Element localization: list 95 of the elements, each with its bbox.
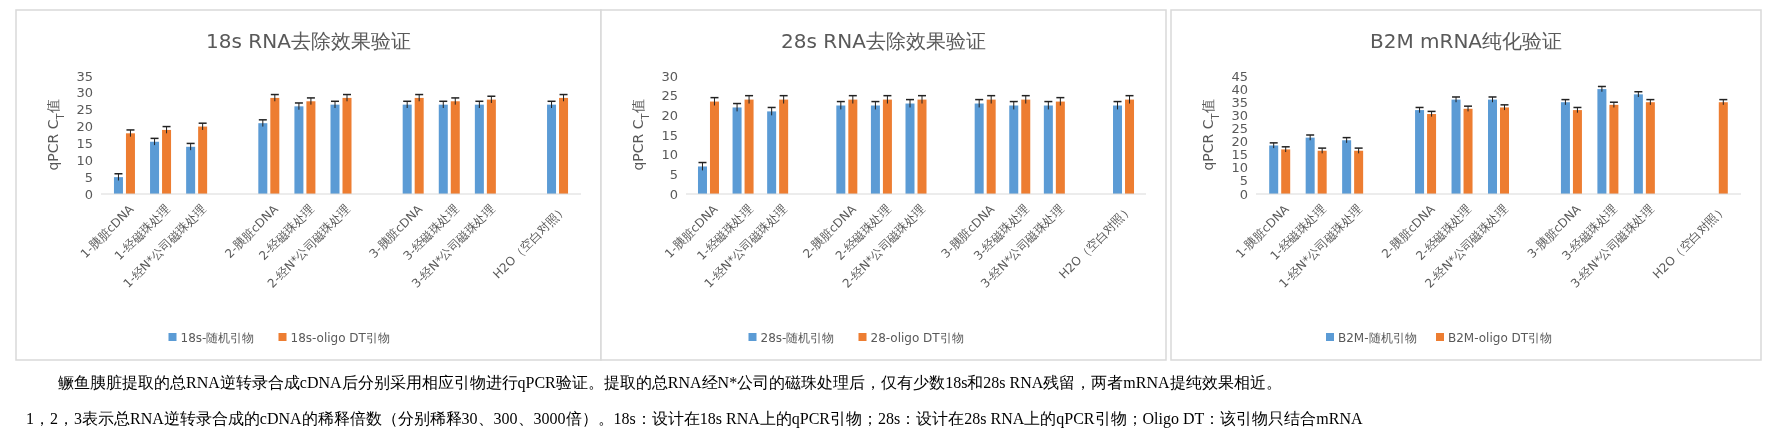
y-tick-label: 0 [84,186,93,202]
bar [1055,101,1065,194]
legend-label: 28-oligo DT引物 [870,331,964,346]
bar [870,105,880,194]
y-tick-label: 20 [1231,134,1248,150]
bar [882,99,892,194]
y-tick-label: 25 [1231,120,1248,136]
y-tick-label: 25 [661,88,678,104]
bar [414,97,424,194]
legend-label: 18s-oligo DT引物 [290,331,390,346]
bar [306,101,316,194]
bar [1560,102,1570,194]
bar [1609,104,1619,194]
y-tick-label: 30 [661,68,678,84]
y-tick-label: 15 [76,135,93,151]
bar [547,104,557,194]
bar [1021,99,1031,194]
y-tick-label: 35 [1231,94,1248,110]
y-tick-label: 5 [669,166,678,182]
y-tick-label: 15 [1231,147,1248,163]
bar [1269,145,1279,194]
y-tick-label: 45 [1231,68,1248,84]
legend-label: 18s-随机引物 [180,331,255,346]
bar [1597,89,1607,194]
bar [1125,99,1135,194]
y-tick-label: 5 [84,169,93,185]
bar [342,97,352,194]
bar [150,141,160,194]
y-tick-label: 10 [1231,160,1248,176]
text: 鳜鱼胰脏提取的总RNA逆转录合成cDNA后分别采用相应引物进行qPCR验证。提取的总RNA经N*公司的磁珠处理后，仅有少数18s和28s RNA残留，两者mRNA提纯效果相近。 [58,374,1282,392]
chart-title: B2M mRNA纯化验证 [1369,29,1563,53]
y-tick-label: 35 [76,68,93,84]
bar [697,166,707,194]
y-tick-label: 30 [1231,107,1248,123]
bar [1488,99,1497,194]
bar [1645,102,1655,194]
bar [1043,105,1053,194]
bar [1354,150,1364,194]
bar [986,99,996,194]
bar [1317,150,1327,194]
bar [1718,102,1728,194]
bar [474,104,484,194]
bar [198,126,208,194]
y-tick-label: 20 [661,107,678,123]
y-tick-label: 0 [669,186,678,202]
bar [1305,137,1315,194]
bar [1633,94,1643,194]
bar [450,101,460,194]
bar [1342,140,1352,194]
legend-label: B2M-oligo DT引物 [1448,331,1553,346]
bar [1500,107,1509,194]
y-tick-label: 15 [661,127,678,143]
y-tick-label: 10 [76,152,93,168]
bar [732,107,742,194]
bar [1427,114,1437,194]
bar [1281,149,1291,194]
bar [767,111,777,194]
bar [1415,110,1425,194]
bar [186,146,196,194]
y-tick-label: 40 [1231,81,1248,97]
bar [1113,105,1123,194]
text: 1，2，3表示总RNA逆转录合成的cDNA的稀释倍数（分别稀释30、300、3000倍）。18s：设计在18s RNA上的qPCR引物；28s：设计在28s RNA上的qPCR引物；Oligo DT：该引物只结合mRNA [26,410,1363,428]
bar [744,99,754,194]
bar [125,133,135,194]
bar [848,99,858,194]
legend-label: 28s-随机引物 [760,331,835,346]
bar [836,105,846,194]
bar [1451,99,1461,194]
bar [402,104,412,194]
bar [1572,110,1582,194]
y-tick-label: 0 [1239,186,1248,202]
bar [559,97,569,194]
bar [1009,105,1019,194]
y-tick-label: 10 [661,147,678,163]
bar [438,104,448,194]
bar [974,103,984,194]
bar [294,106,304,194]
y-tick-label: 30 [76,85,93,101]
chart-title: 28s RNA去除效果验证 [781,29,986,53]
y-tick-label: 25 [76,102,93,118]
bar [486,99,496,194]
chart-title: 18s RNA去除效果验证 [206,29,411,53]
bar [270,97,280,194]
bar [917,99,927,194]
bar [709,101,719,194]
bar [1463,108,1473,194]
bar [330,104,340,194]
y-tick-label: 20 [76,119,93,135]
bar [905,103,915,194]
bar [258,123,268,194]
bar [113,177,123,194]
y-tick-label: 5 [1239,173,1248,189]
bar [779,99,789,194]
legend-label: B2M-随机引物 [1338,331,1417,346]
bar [162,129,172,194]
